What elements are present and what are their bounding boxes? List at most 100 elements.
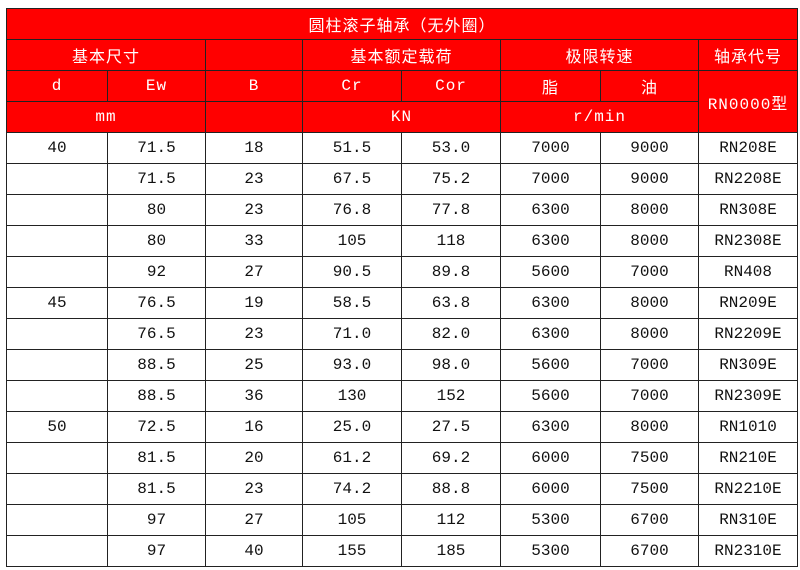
cell-cor: 53.0 bbox=[401, 132, 501, 164]
cell-ew: 81.5 bbox=[107, 442, 206, 474]
cell-cr: 105 bbox=[302, 504, 402, 536]
cell-oil-speed: 7000 bbox=[600, 380, 699, 412]
cell-b: 23 bbox=[205, 473, 303, 505]
cell-cor: 88.8 bbox=[401, 473, 501, 505]
cell-cr: 74.2 bbox=[302, 473, 402, 505]
header-b: B bbox=[205, 70, 303, 102]
cell-bearing-code: RN408 bbox=[697, 256, 799, 288]
cell-b: 36 bbox=[205, 380, 303, 412]
cell-cor: 89.8 bbox=[401, 256, 501, 288]
cell-ew: 81.5 bbox=[107, 473, 206, 505]
cell-cr: 71.0 bbox=[302, 318, 402, 350]
header-ew: Ew bbox=[107, 70, 206, 102]
unit-mm: mm bbox=[6, 101, 206, 133]
cell-grease-speed: 6300 bbox=[500, 318, 601, 350]
cell-cor: 98.0 bbox=[401, 349, 501, 381]
cell-d: 50 bbox=[6, 411, 108, 443]
cell-d bbox=[6, 194, 108, 226]
cell-cr: 155 bbox=[302, 535, 402, 567]
unit-rpm: r/min bbox=[500, 101, 699, 133]
cell-b: 23 bbox=[205, 163, 303, 195]
table-row: 97 40 155 185 5300 6700 RN2310E bbox=[6, 535, 799, 567]
cell-grease-speed: 5600 bbox=[500, 256, 601, 288]
cell-cr: 67.5 bbox=[302, 163, 402, 195]
cell-bearing-code: RN1010 bbox=[697, 411, 799, 443]
cell-bearing-code: RN310E bbox=[697, 504, 799, 536]
cell-b: 25 bbox=[205, 349, 303, 381]
cell-oil-speed: 6700 bbox=[600, 504, 699, 536]
cell-ew: 97 bbox=[107, 535, 206, 567]
table-row: 76.5 23 71.0 82.0 6300 8000 RN2209E bbox=[6, 318, 799, 350]
header-grease: 脂 bbox=[500, 70, 601, 102]
cell-b: 23 bbox=[205, 318, 303, 350]
cell-oil-speed: 8000 bbox=[600, 194, 699, 226]
cell-ew: 71.5 bbox=[107, 132, 206, 164]
table-row: 40 71.5 18 51.5 53.0 7000 9000 RN208E bbox=[6, 132, 799, 164]
cell-cr: 90.5 bbox=[302, 256, 402, 288]
table-row: 50 72.5 16 25.0 27.5 6300 8000 RN1010 bbox=[6, 411, 799, 443]
header-empty bbox=[205, 39, 303, 71]
cell-d: 40 bbox=[6, 132, 108, 164]
cell-cor: 152 bbox=[401, 380, 501, 412]
cell-cr: 51.5 bbox=[302, 132, 402, 164]
cell-cr: 76.8 bbox=[302, 194, 402, 226]
cell-bearing-code: RN308E bbox=[697, 194, 799, 226]
cell-bearing-code: RN309E bbox=[697, 349, 799, 381]
cell-d: 45 bbox=[6, 287, 108, 319]
cell-ew: 76.5 bbox=[107, 318, 206, 350]
cell-ew: 80 bbox=[107, 194, 206, 226]
cell-oil-speed: 8000 bbox=[600, 225, 699, 257]
cell-cor: 185 bbox=[401, 535, 501, 567]
header-rated-load: 基本额定载荷 bbox=[302, 39, 501, 71]
cell-cor: 27.5 bbox=[401, 411, 501, 443]
cell-grease-speed: 6000 bbox=[500, 473, 601, 505]
cell-grease-speed: 5300 bbox=[500, 535, 601, 567]
header-basic-size: 基本尺寸 bbox=[6, 39, 206, 71]
cell-bearing-code: RN2208E bbox=[697, 163, 799, 195]
cell-bearing-code: RN210E bbox=[697, 442, 799, 474]
cell-ew: 97 bbox=[107, 504, 206, 536]
cell-bearing-code: RN2310E bbox=[697, 535, 799, 567]
cell-b: 27 bbox=[205, 504, 303, 536]
cell-oil-speed: 9000 bbox=[600, 163, 699, 195]
bearing-table: 圆柱滚子轴承（无外圈） 基本尺寸 基本额定载荷 极限转速 轴承代号 d Ew B… bbox=[5, 8, 799, 567]
cell-bearing-code: RN2308E bbox=[697, 225, 799, 257]
header-speed-limit: 极限转速 bbox=[500, 39, 699, 71]
cell-b: 20 bbox=[205, 442, 303, 474]
table-row: 80 23 76.8 77.8 6300 8000 RN308E bbox=[6, 194, 799, 226]
cell-oil-speed: 7500 bbox=[600, 442, 699, 474]
table-row: 81.5 20 61.2 69.2 6000 7500 RN210E bbox=[6, 442, 799, 474]
cell-cr: 105 bbox=[302, 225, 402, 257]
cell-d bbox=[6, 504, 108, 536]
cell-d bbox=[6, 318, 108, 350]
table-row: 97 27 105 112 5300 6700 RN310E bbox=[6, 504, 799, 536]
cell-b: 23 bbox=[205, 194, 303, 226]
cell-b: 33 bbox=[205, 225, 303, 257]
cell-bearing-code: RN209E bbox=[697, 287, 799, 319]
cell-cr: 25.0 bbox=[302, 411, 402, 443]
cell-cor: 77.8 bbox=[401, 194, 501, 226]
cell-ew: 88.5 bbox=[107, 349, 206, 381]
cell-ew: 80 bbox=[107, 225, 206, 257]
unit-empty bbox=[205, 101, 303, 133]
cell-d bbox=[6, 349, 108, 381]
cell-d bbox=[6, 473, 108, 505]
cell-cor: 118 bbox=[401, 225, 501, 257]
cell-oil-speed: 8000 bbox=[600, 318, 699, 350]
cell-cor: 112 bbox=[401, 504, 501, 536]
cell-oil-speed: 7000 bbox=[600, 256, 699, 288]
cell-cor: 75.2 bbox=[401, 163, 501, 195]
table-title: 圆柱滚子轴承（无外圈） bbox=[5, 8, 799, 40]
cell-cr: 93.0 bbox=[302, 349, 402, 381]
cell-cor: 69.2 bbox=[401, 442, 501, 474]
cell-cr: 58.5 bbox=[302, 287, 402, 319]
cell-b: 40 bbox=[205, 535, 303, 567]
cell-b: 19 bbox=[205, 287, 303, 319]
table-row: 92 27 90.5 89.8 5600 7000 RN408 bbox=[6, 256, 799, 288]
cell-ew: 71.5 bbox=[107, 163, 206, 195]
header-d: d bbox=[6, 70, 108, 102]
cell-oil-speed: 7000 bbox=[600, 349, 699, 381]
unit-kn: KN bbox=[302, 101, 501, 133]
cell-grease-speed: 6000 bbox=[500, 442, 601, 474]
header-oil: 油 bbox=[600, 70, 699, 102]
